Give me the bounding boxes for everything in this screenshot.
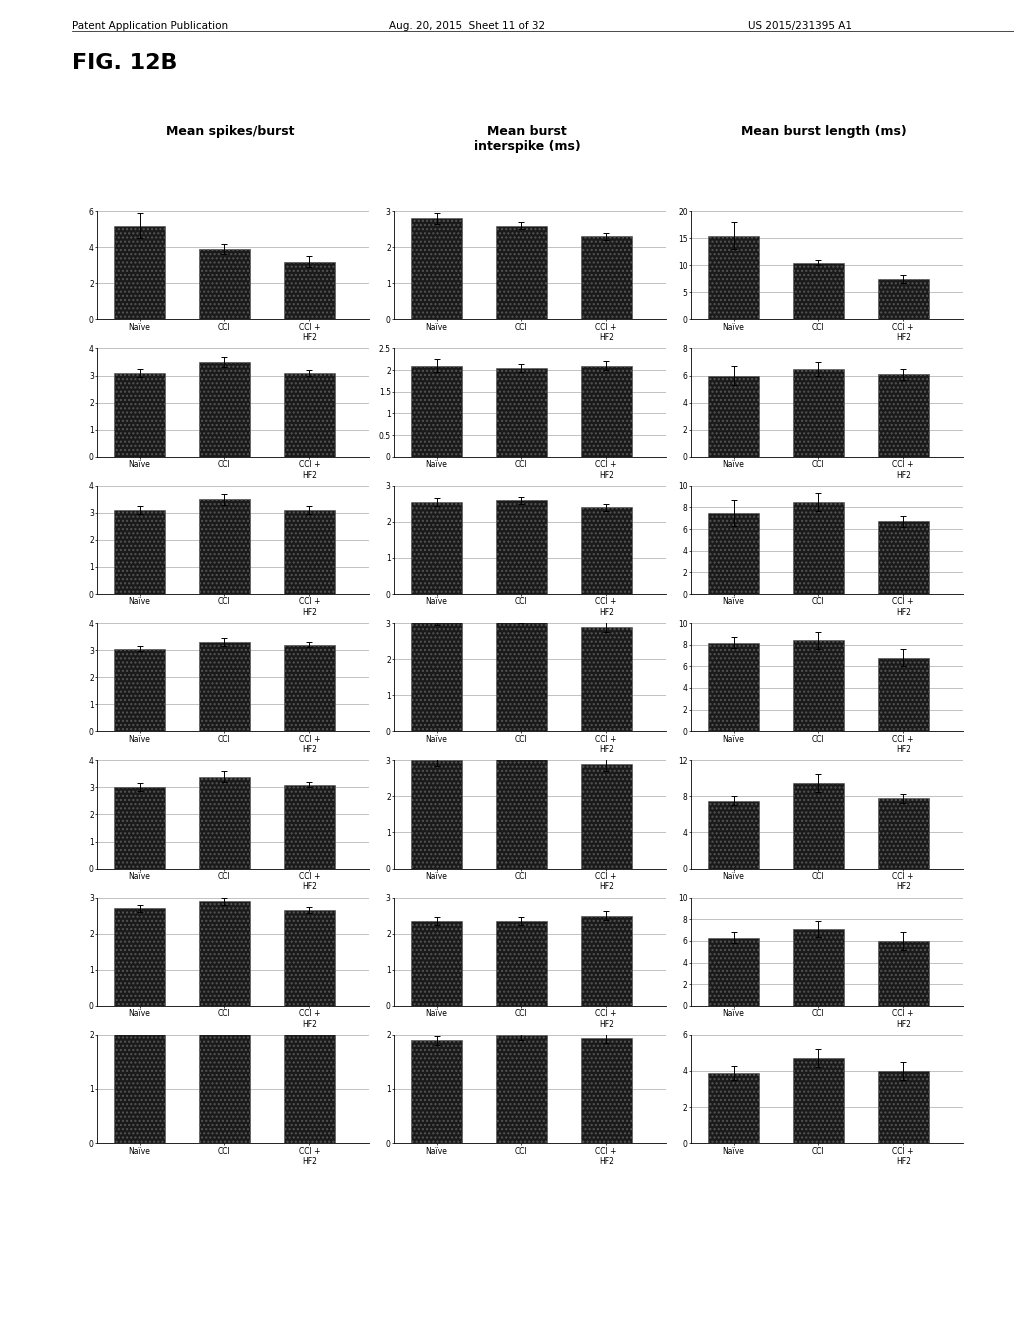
Bar — [878, 1071, 929, 1143]
Bar — [709, 513, 759, 594]
Bar — [496, 619, 547, 731]
Bar — [199, 642, 250, 731]
Bar — [115, 372, 165, 457]
Bar — [412, 366, 462, 457]
Bar — [709, 643, 759, 731]
Bar — [199, 499, 250, 594]
Bar — [793, 368, 844, 457]
Bar — [115, 787, 165, 869]
Text: Patent Application Publication: Patent Application Publication — [72, 21, 227, 32]
Text: FIG. 12B: FIG. 12B — [72, 53, 177, 73]
Bar — [496, 1035, 547, 1143]
Bar — [793, 263, 844, 319]
Text: US 2015/231395 A1: US 2015/231395 A1 — [748, 21, 852, 32]
Bar — [581, 366, 632, 457]
Bar — [793, 783, 844, 869]
Bar — [412, 218, 462, 319]
Bar — [878, 799, 929, 869]
Bar — [199, 362, 250, 457]
Bar — [581, 507, 632, 594]
Bar — [115, 226, 165, 319]
Bar — [878, 521, 929, 594]
Bar — [284, 372, 335, 457]
Bar — [581, 1038, 632, 1143]
Bar — [199, 249, 250, 319]
Bar — [115, 648, 165, 731]
Bar — [496, 742, 547, 869]
Bar — [709, 937, 759, 1006]
Bar — [581, 627, 632, 731]
Bar — [496, 500, 547, 594]
Bar — [878, 657, 929, 731]
Bar — [709, 235, 759, 319]
Bar — [581, 916, 632, 1006]
Text: Mean spikes/burst: Mean spikes/burst — [166, 125, 295, 139]
Text: Aug. 20, 2015  Sheet 11 of 32: Aug. 20, 2015 Sheet 11 of 32 — [389, 21, 545, 32]
Bar — [878, 941, 929, 1006]
Bar — [412, 1040, 462, 1143]
Bar — [496, 921, 547, 1006]
Bar — [581, 236, 632, 319]
Text: Mean burst
interspike (ms): Mean burst interspike (ms) — [474, 125, 581, 153]
Bar — [878, 279, 929, 319]
Bar — [878, 374, 929, 457]
Bar — [793, 929, 844, 1006]
Bar — [793, 640, 844, 731]
Bar — [199, 1014, 250, 1143]
Bar — [793, 502, 844, 594]
Bar — [199, 902, 250, 1006]
Bar — [496, 368, 547, 457]
Bar — [284, 911, 335, 1006]
Bar — [709, 801, 759, 869]
Bar — [284, 261, 335, 319]
Bar — [793, 1059, 844, 1143]
Bar — [412, 921, 462, 1006]
Bar — [284, 644, 335, 731]
Bar — [412, 760, 462, 869]
Bar — [199, 776, 250, 869]
Bar — [709, 1073, 759, 1143]
Bar — [581, 764, 632, 869]
Bar — [115, 510, 165, 594]
Bar — [284, 784, 335, 869]
Bar — [115, 1024, 165, 1143]
Bar — [284, 1024, 335, 1143]
Bar — [709, 376, 759, 457]
Bar — [412, 502, 462, 594]
Bar — [115, 908, 165, 1006]
Bar — [412, 619, 462, 731]
Bar — [284, 510, 335, 594]
Text: Mean burst length (ms): Mean burst length (ms) — [741, 125, 907, 139]
Bar — [496, 226, 547, 319]
